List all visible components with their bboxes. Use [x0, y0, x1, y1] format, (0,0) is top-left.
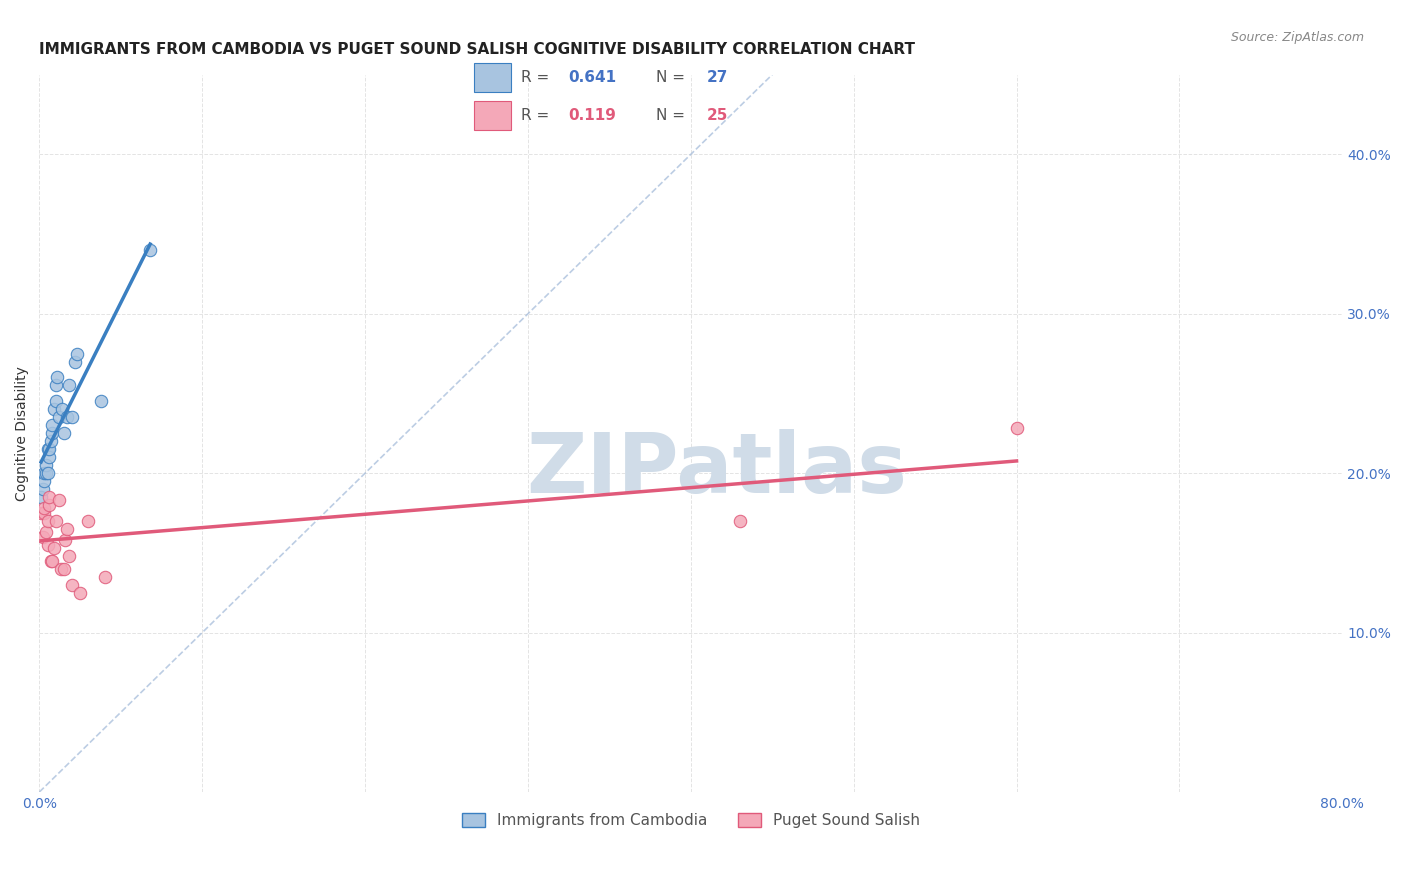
Point — [38, 442, 60, 457]
Point — [93, 570, 115, 584]
Point — [48, 410, 70, 425]
Point — [31, 482, 53, 496]
FancyBboxPatch shape — [474, 62, 512, 92]
Point — [35, 458, 58, 472]
Point — [56, 522, 79, 536]
Point — [55, 533, 77, 547]
Point — [38, 450, 60, 465]
Point — [41, 418, 63, 433]
Point — [35, 466, 58, 480]
Point — [46, 370, 69, 384]
Point — [51, 402, 73, 417]
Point — [77, 514, 100, 528]
Point — [39, 554, 62, 568]
Point — [48, 493, 70, 508]
Point — [34, 466, 56, 480]
Point — [60, 410, 83, 425]
Point — [45, 514, 67, 528]
Point — [34, 506, 56, 520]
Point — [37, 442, 59, 457]
Point — [139, 243, 162, 257]
Text: R =: R = — [522, 108, 554, 123]
Point — [34, 501, 56, 516]
FancyBboxPatch shape — [474, 101, 512, 130]
Text: N =: N = — [657, 108, 690, 123]
Point — [38, 490, 60, 504]
Legend: Immigrants from Cambodia, Puget Sound Salish: Immigrants from Cambodia, Puget Sound Sa… — [456, 807, 927, 835]
Point — [1005, 421, 1028, 435]
Point — [52, 562, 75, 576]
Text: N =: N = — [657, 70, 690, 85]
Point — [38, 498, 60, 512]
Text: 0.641: 0.641 — [568, 70, 617, 85]
Point — [58, 378, 80, 392]
Point — [41, 554, 63, 568]
Point — [60, 578, 83, 592]
Text: 27: 27 — [707, 70, 728, 85]
Point — [69, 585, 91, 599]
Point — [49, 562, 72, 576]
Point — [66, 346, 89, 360]
Point — [35, 525, 58, 540]
Point — [45, 394, 67, 409]
Point — [728, 514, 751, 528]
Point — [39, 434, 62, 449]
Point — [65, 354, 87, 368]
Text: 25: 25 — [707, 108, 728, 123]
Text: R =: R = — [522, 70, 554, 85]
Y-axis label: Cognitive Disability: Cognitive Disability — [15, 366, 30, 500]
Point — [30, 506, 52, 520]
Point — [45, 378, 67, 392]
Point — [37, 466, 59, 480]
Point — [52, 426, 75, 441]
Point — [42, 402, 65, 417]
Point — [42, 541, 65, 555]
Text: 0.119: 0.119 — [568, 108, 616, 123]
Point — [37, 514, 59, 528]
Point — [90, 394, 112, 409]
Text: ZIPatlas: ZIPatlas — [526, 429, 907, 509]
Text: Source: ZipAtlas.com: Source: ZipAtlas.com — [1230, 31, 1364, 45]
Point — [34, 474, 56, 488]
Point — [30, 490, 52, 504]
Point — [56, 410, 79, 425]
Point — [37, 538, 59, 552]
Point — [41, 426, 63, 441]
Point — [31, 530, 53, 544]
Text: IMMIGRANTS FROM CAMBODIA VS PUGET SOUND SALISH COGNITIVE DISABILITY CORRELATION : IMMIGRANTS FROM CAMBODIA VS PUGET SOUND … — [39, 42, 915, 57]
Point — [58, 549, 80, 563]
